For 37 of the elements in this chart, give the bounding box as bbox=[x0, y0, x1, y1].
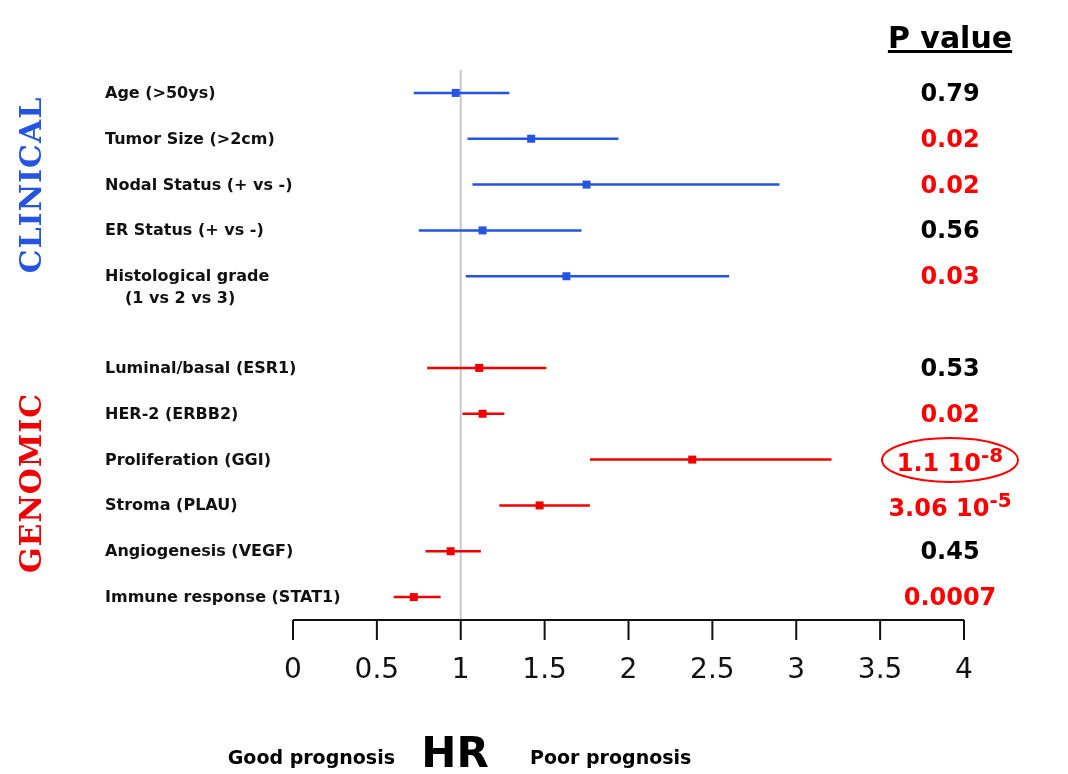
y-tick-label: Tumor Size (>2cm) bbox=[105, 127, 275, 150]
x-tick-label: 2 bbox=[619, 651, 638, 685]
x-tick-label: 3.5 bbox=[857, 651, 903, 685]
y-tick-label: Proliferation (GGI) bbox=[105, 448, 272, 471]
y-tick-label: Angiogenesis (VEGF) bbox=[105, 540, 294, 563]
text: GENOMIC bbox=[12, 392, 48, 573]
annotation: 0.02 bbox=[920, 170, 980, 199]
text: P value bbox=[887, 20, 1013, 55]
y-tick-label: HER-2 (ERBB2) bbox=[105, 402, 239, 425]
annotation: 0.03 bbox=[920, 262, 980, 291]
x-tick-label: 0 bbox=[284, 651, 302, 685]
annotation: 0.79 bbox=[920, 78, 980, 107]
x-tick-label: 1 bbox=[451, 651, 470, 685]
x-tick-label: 4 bbox=[955, 651, 973, 685]
annotation: 0.56 bbox=[920, 216, 980, 245]
annotation: 0.02 bbox=[920, 399, 980, 428]
annotation: 0.53 bbox=[920, 353, 980, 382]
y-tick-label: ER Status (+ vs -) bbox=[105, 219, 264, 242]
text: CLINICAL bbox=[12, 96, 48, 273]
y-tick-label: Histological grade (1 vs 2 vs 3) bbox=[105, 265, 270, 310]
x-tick-label: 2.5 bbox=[690, 651, 735, 685]
annotation: 0.0007 bbox=[903, 583, 997, 612]
x-axis-title: HR bbox=[421, 727, 489, 774]
y-tick-label: Stroma (PLAU) bbox=[105, 494, 238, 517]
x-tick-label: 0.5 bbox=[354, 651, 400, 685]
text: Poor prognosis bbox=[530, 746, 692, 768]
y-tick-label: Age (>50ys) bbox=[105, 81, 216, 104]
y-tick-label: Nodal Status (+ vs -) bbox=[105, 173, 293, 196]
y-tick-label: Luminal/basal (ESR1) bbox=[105, 356, 297, 379]
y-tick-label: Immune response (STAT1) bbox=[105, 586, 341, 609]
x-tick-label: 1.5 bbox=[522, 651, 567, 685]
text: Good prognosis bbox=[227, 746, 395, 768]
annotation: 0.45 bbox=[920, 537, 980, 566]
annotation: 0.02 bbox=[920, 124, 980, 153]
annotation: 1.1 10$^{-8}$ bbox=[896, 442, 1004, 477]
x-tick-label: 3 bbox=[787, 651, 806, 685]
annotation: 3.06 10$^{-5}$ bbox=[888, 488, 1012, 523]
